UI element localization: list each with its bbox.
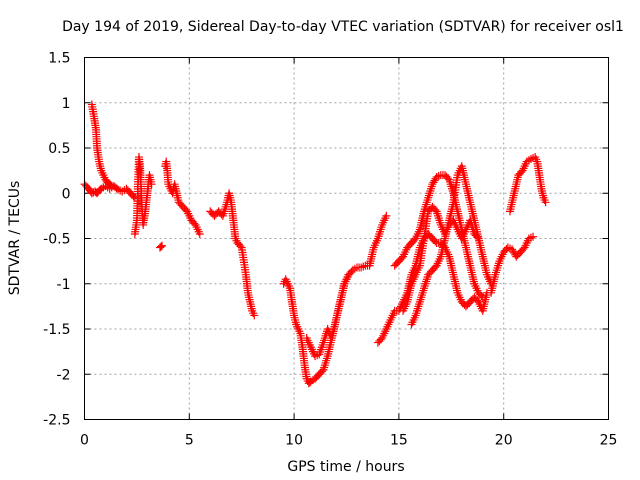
data-point — [478, 293, 487, 302]
data-point — [157, 242, 166, 251]
chart-title: Day 194 of 2019, Sidereal Day-to-day VTE… — [62, 19, 624, 35]
x-tick-label: 15 — [390, 433, 408, 449]
x-tick-label: 10 — [285, 433, 303, 449]
y-tick-label: 0 — [62, 186, 71, 202]
y-tick-label: -0.5 — [43, 232, 70, 248]
y-tick-label: -2.5 — [43, 413, 70, 429]
data-point — [541, 198, 550, 207]
y-tick-label: 1 — [62, 96, 71, 112]
data-point — [106, 181, 115, 190]
data-point — [147, 180, 156, 189]
x-axis-label: GPS time / hours — [287, 459, 404, 475]
x-tick-label: 25 — [600, 433, 618, 449]
data-point — [158, 241, 167, 250]
x-tick-label: 20 — [495, 433, 513, 449]
data-point — [344, 270, 353, 279]
x-tick-labels: 0 5 10 15 20 25 — [80, 433, 617, 449]
y-tick-label: 1.5 — [48, 51, 70, 67]
data-point — [529, 232, 538, 241]
data-point — [357, 263, 366, 272]
data-point — [382, 211, 391, 220]
data-point — [250, 311, 259, 320]
y-tick-labels: -2.5 -2 -1.5 -1 -0.5 0 0.5 1 1.5 — [43, 51, 70, 429]
data-point — [107, 182, 116, 191]
y-tick-label: -2 — [57, 367, 71, 383]
x-tick-label: 5 — [185, 433, 194, 449]
y-tick-label: -1.5 — [43, 322, 70, 338]
y-axis-label: SDTVAR / TECUs — [7, 181, 23, 296]
data-points — [80, 100, 550, 388]
y-tick-label: 0.5 — [48, 141, 70, 157]
x-tick-label: 0 — [80, 433, 89, 449]
grid-lines — [84, 57, 609, 420]
data-point — [359, 262, 368, 271]
y-tick-label: -1 — [57, 277, 71, 293]
data-point — [477, 291, 486, 300]
data-point — [510, 248, 519, 257]
data-point — [236, 242, 245, 251]
plot-frame — [84, 57, 609, 420]
data-point — [155, 243, 164, 252]
data-point — [195, 229, 204, 238]
data-point — [431, 237, 440, 246]
